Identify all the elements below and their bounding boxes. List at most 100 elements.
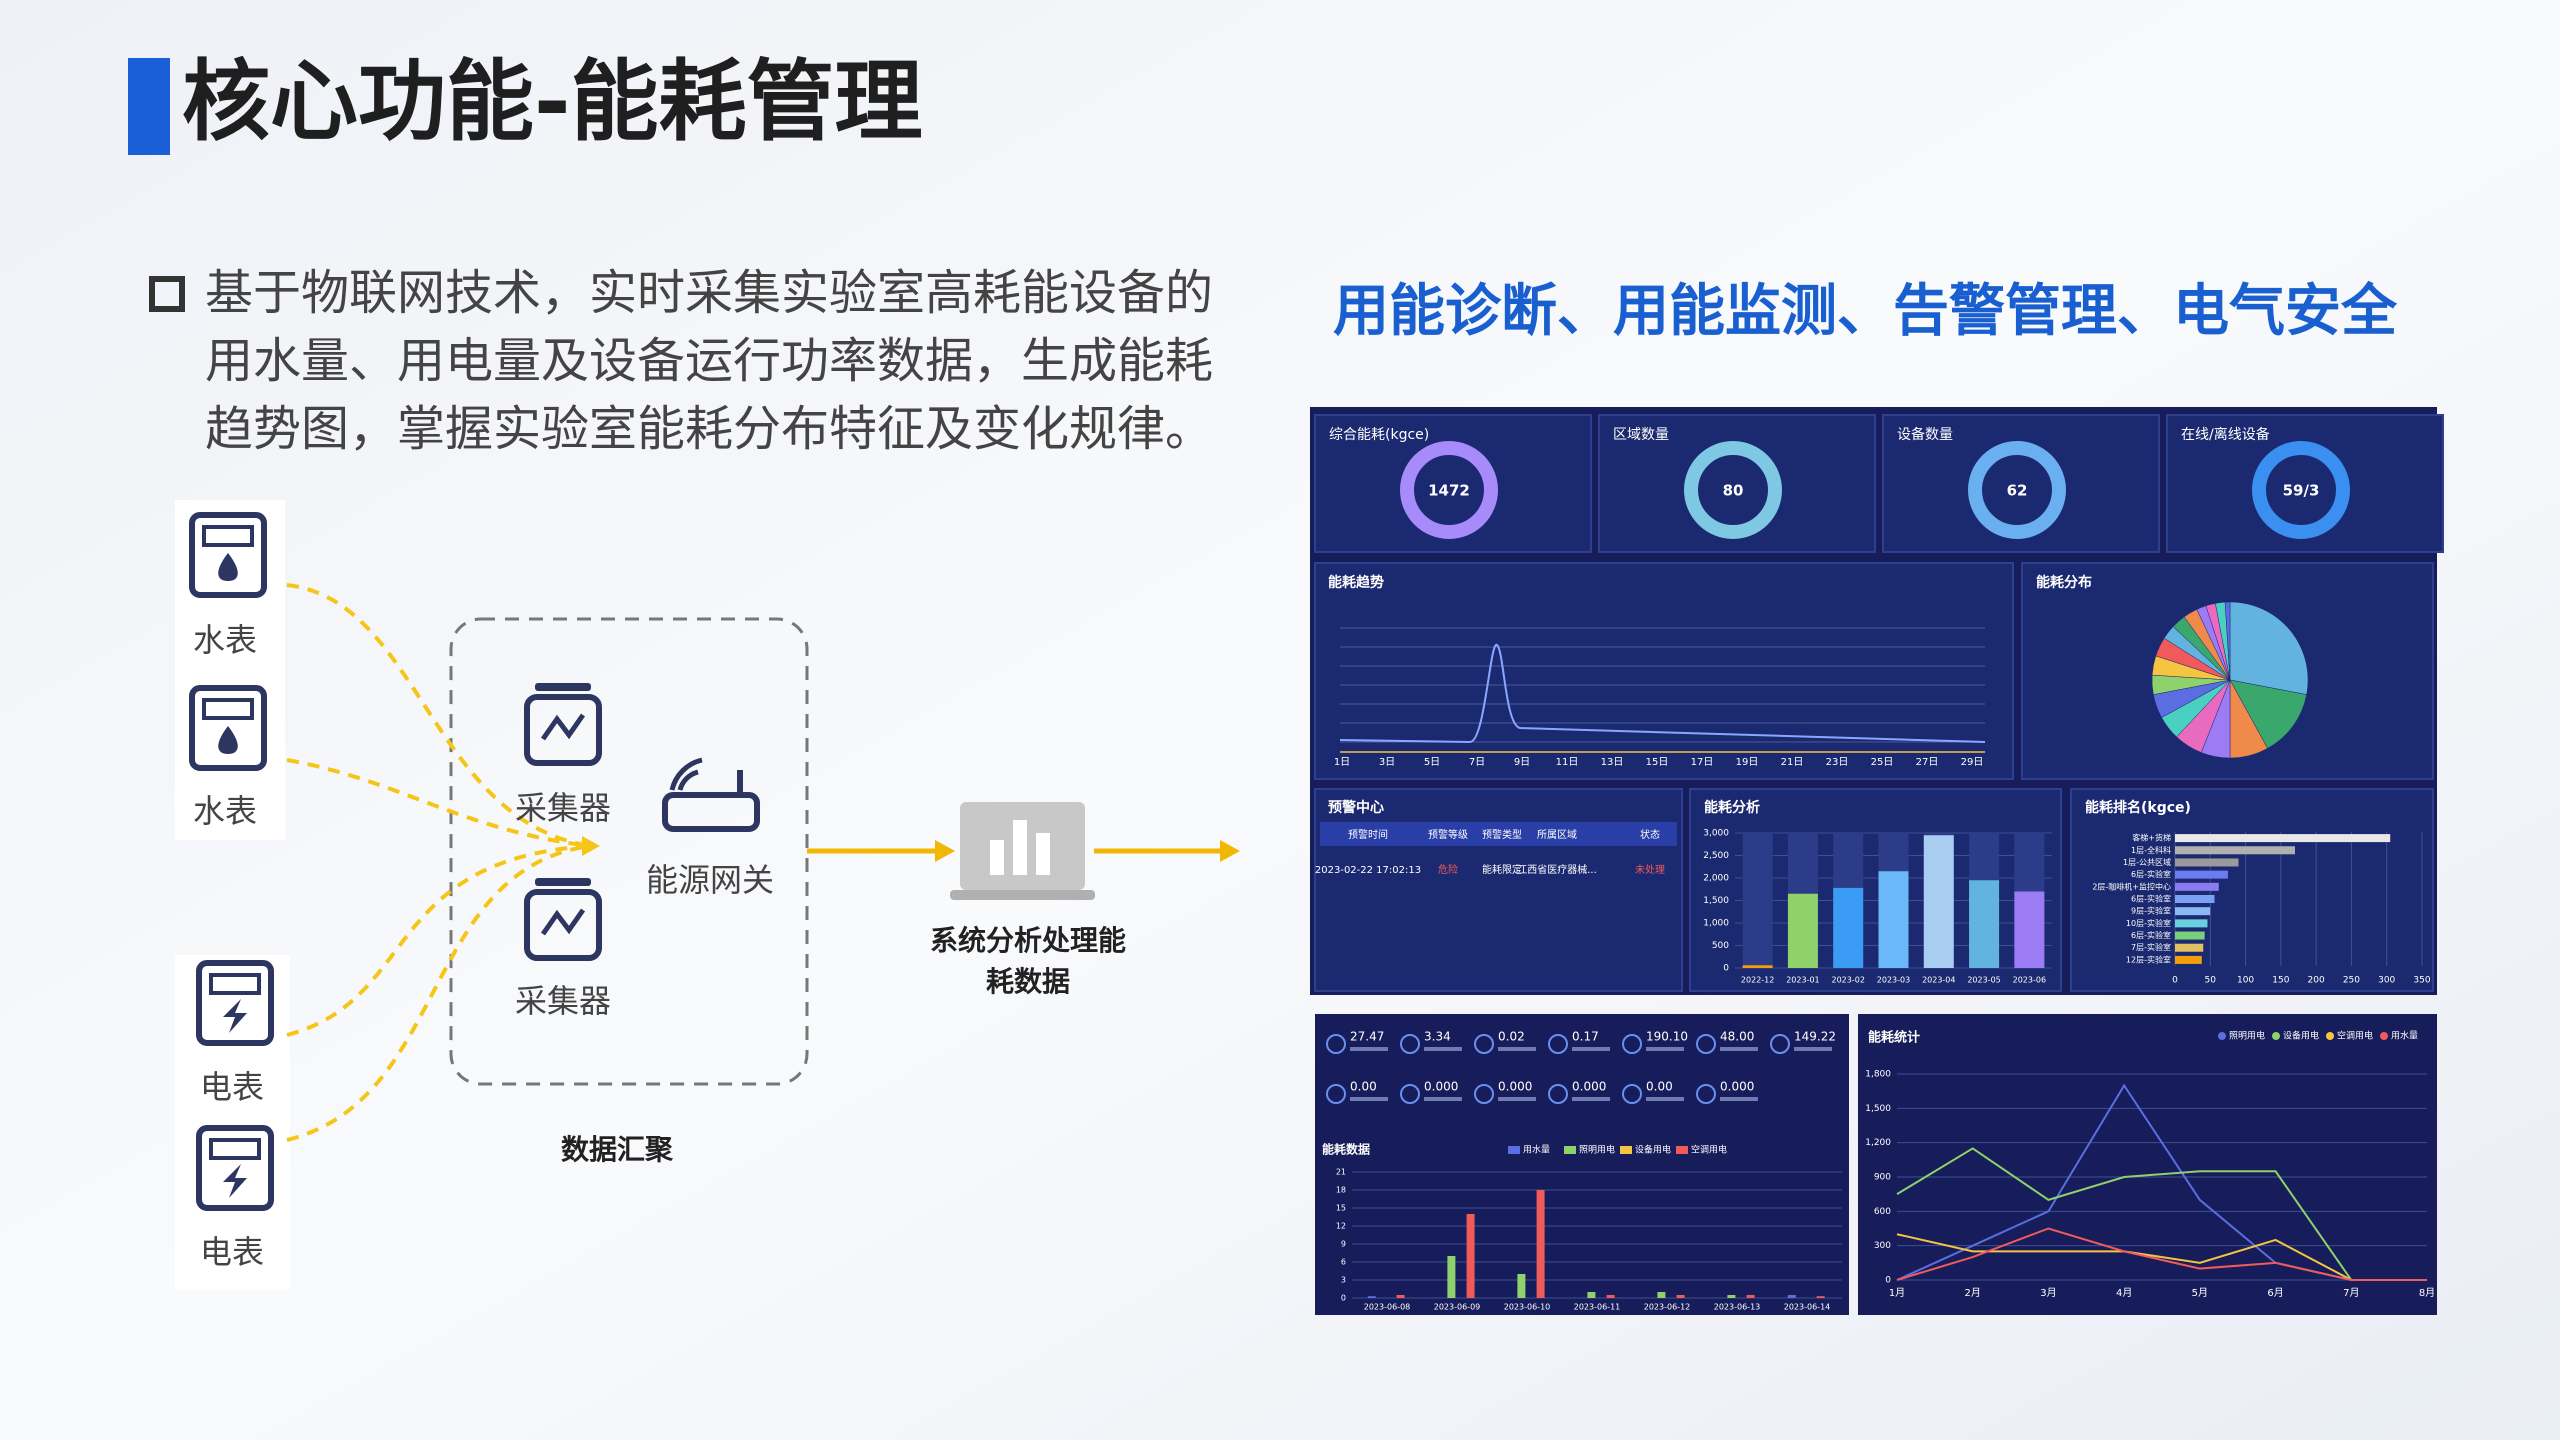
metric-value: 0.000 — [1498, 1080, 1532, 1094]
x-tick-label: 50 — [2205, 976, 2217, 986]
legend-label: 设备用电 — [2283, 1030, 2319, 1042]
x-tick-label: 2月 — [1965, 1287, 1981, 1299]
system-label: 耗数据 — [986, 965, 1070, 998]
x-tick-label: 13日 — [1601, 757, 1624, 768]
x-tick-label: 7日 — [1469, 757, 1485, 768]
bar — [1447, 1256, 1456, 1298]
y-tick-label: 500 — [1712, 941, 1729, 951]
x-tick-label: 0 — [2172, 976, 2178, 986]
x-tick-label: 2023-06-13 — [1714, 1303, 1761, 1312]
legend-swatch — [1564, 1146, 1576, 1154]
bar — [1878, 871, 1909, 968]
meter-label: 水表 — [193, 621, 257, 659]
group-label: 数据汇聚 — [561, 1133, 674, 1166]
metric-caption — [1424, 1047, 1462, 1051]
x-tick-label: 17日 — [1691, 757, 1714, 768]
bar — [1787, 1295, 1796, 1298]
y-tick-label: 6 — [1341, 1258, 1346, 1267]
kpi-ring — [1968, 441, 2066, 539]
legend-label: 照明用电 — [2229, 1030, 2265, 1042]
bar — [1367, 1296, 1376, 1298]
pie-slice — [2229, 679, 2307, 749]
bar — [1742, 965, 1773, 968]
panel-title: 能耗分布 — [2036, 574, 2092, 591]
legend-marker — [2380, 1032, 2388, 1040]
metric-icon — [1400, 1084, 1420, 1104]
metric-caption — [1646, 1097, 1684, 1101]
y-tick-label: 1,000 — [1703, 919, 1729, 929]
legend-marker — [2272, 1032, 2280, 1040]
meter-label: 水表 — [193, 792, 257, 830]
metric-caption — [1498, 1047, 1536, 1051]
metric-icon — [1326, 1084, 1346, 1104]
y-tick-label: 1,500 — [1703, 896, 1729, 906]
system-icon — [950, 802, 1095, 900]
legend-label: 设备用电 — [1635, 1144, 1671, 1156]
x-tick-label: 2023-03 — [1877, 976, 1910, 985]
metric-icon — [1696, 1034, 1716, 1054]
table-cell: 2023-02-22 17:02:13 — [1315, 865, 1421, 876]
kpi-label: 区域数量 — [1613, 427, 1669, 443]
metric-icon — [1770, 1034, 1790, 1054]
line — [1896, 1147, 2427, 1281]
metric-value: 3.34 — [1424, 1030, 1451, 1044]
y-tick-label: 0 — [1341, 1294, 1346, 1303]
link — [286, 583, 591, 848]
y-tick-label: 6层-实验室 — [2131, 894, 2171, 904]
metric-value: 0.000 — [1424, 1080, 1458, 1094]
x-tick-label: 9日 — [1514, 757, 1530, 768]
metric-icon — [1622, 1034, 1642, 1054]
kpi-label: 在线/离线设备 — [2181, 426, 2270, 443]
column-header: 状态 — [1640, 828, 1660, 841]
metric-value: 0.02 — [1498, 1030, 1525, 1044]
bar — [2175, 907, 2211, 916]
y-tick-label: 21 — [1336, 1168, 1346, 1177]
metric-icon — [1400, 1034, 1420, 1054]
kpi-ring — [2252, 441, 2350, 539]
bar — [1833, 887, 1864, 968]
y-tick-label: 0 — [1723, 964, 1729, 974]
column-header: 所属区域 — [1537, 828, 1577, 841]
x-tick-label: 25日 — [1871, 757, 1894, 768]
meter-icon — [189, 512, 267, 598]
collector-line — [540, 713, 586, 741]
meter-display — [209, 973, 261, 995]
x-tick-label: 3月 — [2040, 1287, 2056, 1299]
x-tick-label: 3日 — [1379, 757, 1395, 768]
intro-line: 趋势图，掌握实验室能耗分布特征及变化规律。 — [205, 401, 1213, 457]
bar — [2175, 882, 2219, 891]
legend-label: 照明用电 — [1579, 1144, 1615, 1156]
drop — [218, 726, 238, 754]
metric-caption — [1350, 1047, 1388, 1051]
kpi-label: 设备数量 — [1897, 426, 1953, 443]
y-tick-label: 3 — [1341, 1276, 1346, 1285]
gateway-waves — [669, 757, 703, 791]
metric-caption — [1350, 1097, 1388, 1101]
x-tick-label: 2023-06-14 — [1784, 1303, 1831, 1312]
intro-line: 用水量、用电量及设备运行功率数据，生成能耗 — [205, 333, 1213, 389]
x-tick-label: 19日 — [1736, 757, 1759, 768]
y-tick-label: 900 — [1874, 1173, 1891, 1183]
bar — [2175, 931, 2205, 940]
bar — [1787, 893, 1818, 968]
bar — [1746, 1295, 1755, 1298]
bar — [2175, 895, 2215, 903]
kpi-ring — [1400, 441, 1498, 539]
bar — [1466, 1214, 1475, 1298]
table-cell: 危险 — [1438, 863, 1458, 876]
legend-label: 空调用电 — [1691, 1144, 1727, 1156]
metric-caption — [1572, 1097, 1610, 1101]
collector-icon — [524, 694, 602, 766]
y-tick-label: 7层-实验室 — [2131, 942, 2171, 952]
meter-icon — [189, 685, 267, 771]
x-tick-label: 29日 — [1961, 757, 1984, 768]
x-tick-label: 23日 — [1826, 757, 1849, 768]
y-tick-label: 2层-咖啡机+监控中心 — [2092, 881, 2171, 891]
x-tick-label: 21日 — [1781, 757, 1804, 768]
bar — [2175, 955, 2202, 964]
metric-value: 0.00 — [1646, 1080, 1673, 1094]
y-tick-label: 9 — [1341, 1240, 1346, 1249]
pie-slice — [2229, 601, 2309, 695]
meter-display — [202, 698, 254, 720]
column-header: 预警时间 — [1348, 828, 1388, 841]
